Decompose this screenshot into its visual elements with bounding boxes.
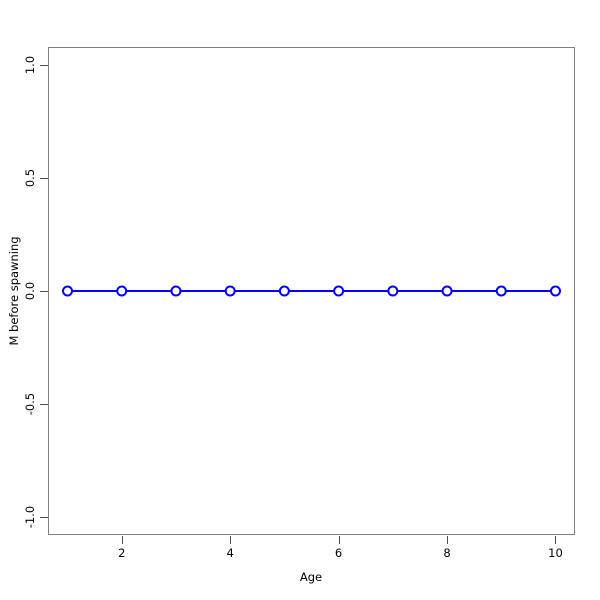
y-tick-mark xyxy=(40,403,48,405)
y-tick-label: -1.0 xyxy=(23,505,37,529)
x-tick-mark xyxy=(555,536,557,544)
y-tick-mark xyxy=(40,291,48,292)
plot-area-border xyxy=(48,47,575,535)
x-tick-label: 8 xyxy=(443,546,451,560)
y-axis-title: M before spawning xyxy=(7,236,21,346)
x-tick-mark xyxy=(447,536,449,544)
y-tick-label: -0.5 xyxy=(23,392,37,416)
y-tick-label: 1.0 xyxy=(23,55,37,75)
y-tick-mark xyxy=(40,516,48,518)
x-tick-mark xyxy=(338,536,340,544)
y-tick-mark xyxy=(40,178,48,180)
x-tick-mark xyxy=(121,536,123,544)
x-tick-label: 10 xyxy=(548,546,563,560)
x-tick-label: 6 xyxy=(334,546,343,560)
x-tick-mark xyxy=(230,536,232,544)
x-tick-label: 2 xyxy=(118,546,126,560)
y-tick-mark xyxy=(40,65,48,67)
y-tick-label: 0.5 xyxy=(23,168,37,188)
x-axis-title: Age xyxy=(299,570,323,584)
x-tick-label: 4 xyxy=(226,546,234,560)
y-tick-label: 0.0 xyxy=(23,281,37,301)
